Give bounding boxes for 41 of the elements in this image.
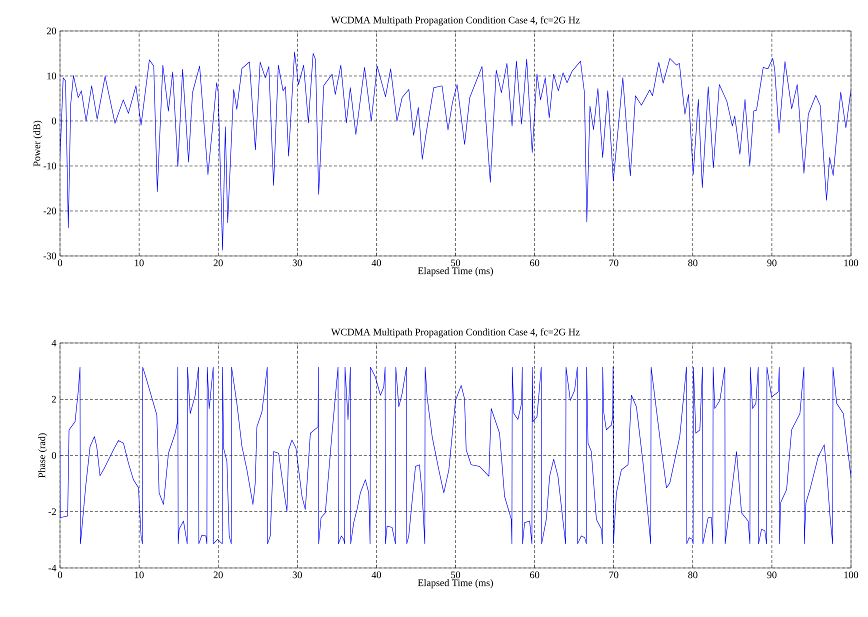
y-tick-label: -2	[48, 508, 56, 516]
y-axis-title: Phase (rad)	[38, 433, 48, 478]
x-tick-label: 80	[688, 572, 698, 578]
x-tick-label: 50	[451, 260, 460, 266]
x-tick-label: 10	[134, 260, 144, 266]
x-tick-label: 40	[372, 260, 382, 266]
x-axis-title: Elapsed Time (ms)	[418, 579, 493, 588]
x-tick-label: 20	[214, 260, 223, 266]
line-series	[60, 52, 852, 250]
y-tick-label: -20	[44, 208, 56, 214]
y-tick-label: 0	[52, 118, 56, 124]
x-tick-label: 50	[451, 572, 460, 578]
y-tick-label: -10	[44, 162, 56, 170]
x-tick-label: 90	[767, 260, 777, 266]
x-tick-label: 40	[372, 572, 382, 578]
y-tick-label: 4	[52, 340, 56, 346]
x-tick-label: 100	[844, 260, 858, 266]
x-tick-label: 80	[688, 260, 698, 266]
x-tick-label: 10	[134, 572, 144, 578]
line-series	[60, 366, 852, 544]
y-tick-label: 0	[52, 452, 56, 459]
x-tick-label: 60	[530, 572, 540, 578]
y-tick-label: -30	[44, 252, 56, 260]
y-tick-label: 20	[46, 28, 56, 34]
x-tick-label: 20	[214, 572, 223, 578]
y-tick-label: 10	[47, 72, 56, 80]
x-tick-label: 0	[58, 260, 62, 266]
x-tick-label: 70	[609, 260, 618, 266]
chart-title: WCDMA Multipath Propagation Condition Case 4, fc=2G Hz	[331, 16, 580, 26]
x-axis-title: Elapsed Time (ms)	[418, 267, 493, 276]
y-axis-title: Power (dB)	[33, 120, 42, 166]
x-tick-label: 100	[844, 572, 858, 578]
x-tick-label: 0	[58, 572, 62, 578]
x-tick-label: 70	[609, 572, 618, 578]
x-tick-label: 60	[530, 260, 540, 266]
y-tick-label: -4	[48, 564, 56, 572]
x-tick-label: 30	[292, 260, 302, 266]
chart-title: WCDMA Multipath Propagation Condition Case 4, fc=2G Hz	[331, 328, 580, 338]
x-tick-label: 30	[292, 572, 302, 578]
x-tick-label: 90	[767, 572, 777, 578]
y-tick-label: 2	[52, 396, 56, 403]
